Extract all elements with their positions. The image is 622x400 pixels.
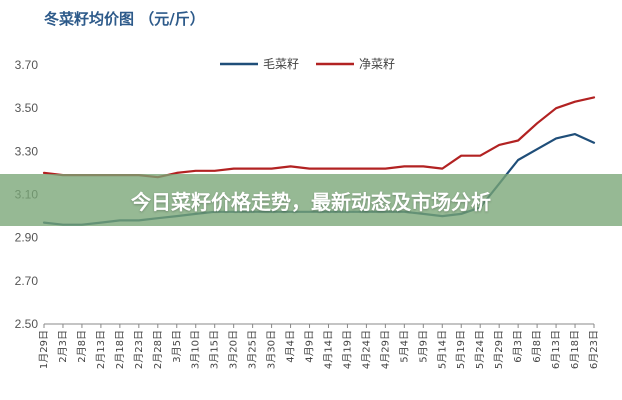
x-tick-label: 4月14日 [322,330,334,369]
x-tick-label: 5月19日 [455,330,467,369]
y-tick-label: 3.30 [15,144,39,158]
x-tick-label: 4月4日 [285,330,297,363]
headline-banner: 今日菜籽价格走势，最新动态及市场分析 [0,174,622,226]
x-tick-label: 2月8日 [76,330,88,363]
chart-legend: 毛菜籽 净菜籽 [220,57,395,71]
x-tick-label: 3月25日 [247,330,259,369]
legend-label-2: 净菜籽 [359,57,395,71]
x-tick-label: 4月19日 [341,330,353,369]
y-tick-label: 2.50 [15,317,39,331]
x-tick-label: 6月18日 [569,330,581,369]
y-tick-label: 3.70 [15,58,39,72]
x-tick-label: 6月8日 [531,330,543,363]
y-tick-label: 2.70 [15,274,39,288]
chart-axes: 3.703.503.303.102.902.702.501月29日2月3日2月8… [15,58,600,369]
x-tick-label: 2月28日 [152,330,164,369]
x-tick-label: 3月10日 [190,330,202,369]
x-tick-label: 4月24日 [360,330,372,369]
x-tick-label: 3月15日 [209,330,221,369]
x-tick-label: 5月4日 [398,330,410,363]
x-tick-label: 5月24日 [474,330,486,369]
chart-title: 冬菜籽均价图 （元/斤） [44,10,205,28]
x-tick-label: 4月9日 [304,330,316,363]
x-tick-label: 2月3日 [57,330,69,363]
x-tick-label: 6月23日 [588,330,600,369]
x-tick-label: 6月13日 [550,330,562,369]
x-tick-label: 1月29日 [38,330,50,369]
x-tick-label: 2月18日 [114,330,126,369]
x-tick-label: 5月9日 [417,330,429,363]
y-tick-label: 3.50 [15,101,39,115]
y-tick-label: 2.90 [15,231,39,245]
series-line-2 [42,96,596,179]
x-tick-label: 5月29日 [493,330,505,369]
x-tick-label: 5月14日 [436,330,448,369]
x-tick-label: 6月3日 [512,330,524,363]
x-tick-label: 3月20日 [228,330,240,369]
x-tick-label: 2月23日 [133,330,145,369]
legend-label-1: 毛菜籽 [263,57,299,71]
x-tick-label: 3月5日 [171,330,183,363]
x-tick-label: 4月29日 [379,330,391,369]
x-tick-label: 3月30日 [266,330,278,369]
banner-text: 今日菜籽价格走势，最新动态及市场分析 [131,189,491,214]
x-tick-label: 2月13日 [95,330,107,369]
